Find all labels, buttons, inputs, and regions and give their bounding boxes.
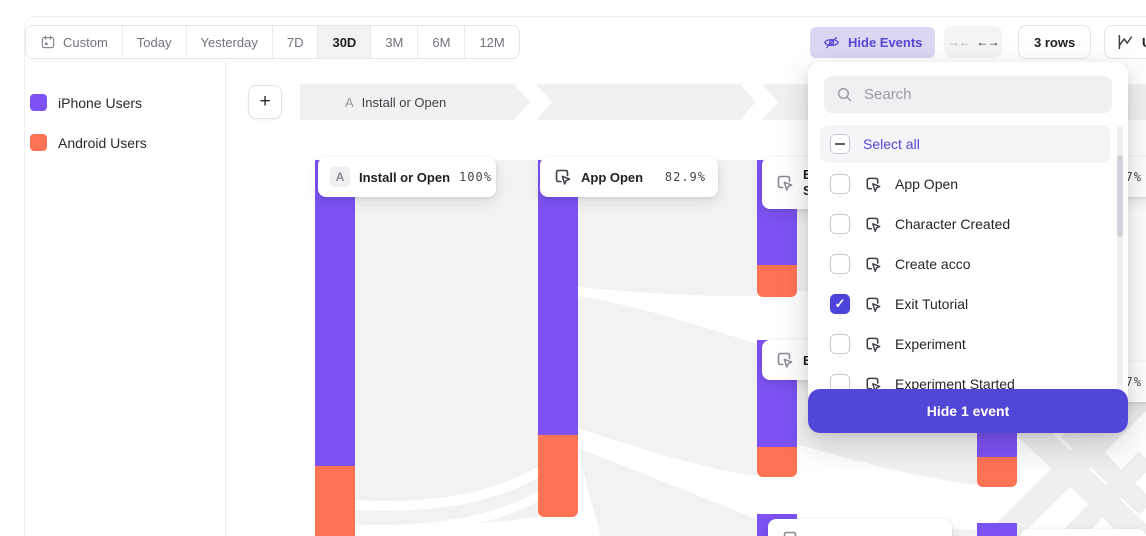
date-range-30d[interactable]: 30D (318, 26, 372, 58)
rows-button[interactable]: 3 rows (1018, 25, 1092, 59)
event-option-label: App Open (895, 176, 959, 192)
select-all-checkbox[interactable] (830, 134, 850, 154)
dropdown-scrollbar-track (1117, 126, 1123, 394)
bar-step4c-iphone (977, 523, 1017, 536)
step-card-name: Install or Open (359, 169, 451, 185)
date-range-label: 30D (332, 34, 357, 50)
funnel-step-segment-2[interactable] (536, 84, 756, 120)
date-range-3m[interactable]: 3M (371, 26, 419, 58)
step-card-value: 82.9% (664, 170, 706, 184)
date-range-custom[interactable]: Custom (26, 26, 123, 58)
date-range-label: Custom (63, 34, 108, 50)
select-all-label: Select all (863, 136, 920, 152)
hide-selected-events-button[interactable]: Hide 1 event (808, 389, 1128, 433)
date-range-group: Custom Today Yesterday 7D 30D 3M 6M 12M (25, 25, 520, 59)
search-icon (836, 86, 853, 103)
funnel-step-segment-1[interactable]: A Install or Open (300, 84, 530, 120)
event-option-create-acco[interactable]: Create acco (820, 244, 1116, 284)
vertical-divider (225, 62, 226, 536)
chart-view-button[interactable]: U (1104, 25, 1146, 59)
step-card-bottom-right[interactable] (1020, 529, 1146, 536)
hide-events-dropdown: Select all App Open Character Created Cr… (808, 62, 1128, 433)
bar-step4b-android (977, 457, 1017, 487)
event-options-list: App Open Character Created Create acco E… (820, 164, 1116, 416)
checkbox-unchecked[interactable] (830, 214, 850, 234)
hide-events-label: Hide Events (848, 35, 923, 50)
bar-step3a-android (757, 265, 797, 297)
date-range-today[interactable]: Today (122, 26, 187, 58)
date-range-yesterday[interactable]: Yesterday (186, 26, 273, 58)
date-range-label: 7D (286, 34, 304, 50)
rows-label: 3 rows (1034, 34, 1076, 50)
add-step-button[interactable]: + (248, 85, 282, 119)
date-range-7d[interactable]: 7D (272, 26, 319, 58)
checkbox-unchecked[interactable] (830, 254, 850, 274)
date-range-label: 3M (385, 34, 404, 50)
legend-label: Android Users (58, 134, 147, 151)
eye-off-icon (823, 34, 840, 51)
search-box (824, 76, 1112, 113)
panel-border (24, 16, 1146, 536)
step-card-app-open[interactable]: App Open 82.9% (540, 157, 718, 197)
date-range-12m[interactable]: 12M (465, 26, 519, 58)
step-card-value: 100% (459, 170, 492, 184)
step-card-name: App Open (581, 169, 644, 185)
click-event-icon (863, 295, 882, 314)
event-option-app-open[interactable]: App Open (820, 164, 1116, 204)
event-option-label: Exit Tutorial (895, 296, 969, 312)
letter-a-badge-icon: A (330, 167, 350, 187)
click-event-icon (774, 350, 794, 370)
bar-step3b-android (757, 447, 797, 477)
step-card-install-or-open[interactable]: A Install or Open 100% (318, 157, 496, 197)
checkbox-unchecked[interactable] (830, 334, 850, 354)
expand-columns-icon[interactable]: ←→ (976, 35, 1000, 49)
bar-step2-iphone (538, 160, 578, 435)
event-option-exit-tutorial[interactable]: Exit Tutorial (820, 284, 1116, 324)
checkbox-checked[interactable] (830, 294, 850, 314)
click-event-icon (863, 215, 882, 234)
click-event-icon (863, 335, 882, 354)
event-option-label: Experiment (895, 336, 966, 352)
click-event-icon (863, 175, 882, 194)
event-option-experiment[interactable]: Experiment (820, 324, 1116, 364)
date-range-label: 6M (432, 34, 451, 50)
dropdown-scrollbar-thumb[interactable] (1117, 155, 1123, 237)
checkbox-unchecked[interactable] (830, 174, 850, 194)
date-range-label: Yesterday (200, 34, 258, 50)
step-card-bottom-left[interactable] (768, 519, 952, 536)
legend-item-android-users[interactable]: Android Users (30, 134, 147, 151)
hide-events-button[interactable]: Hide Events (810, 27, 936, 58)
collapse-columns-icon[interactable]: →← (947, 35, 971, 49)
click-event-icon (774, 173, 794, 193)
column-width-toggle: →← ←→ (944, 26, 1002, 58)
date-range-6m[interactable]: 6M (418, 26, 466, 58)
event-option-character-created[interactable]: Character Created (820, 204, 1116, 244)
legend-swatch-orange (30, 134, 47, 151)
legend-label: iPhone Users (58, 94, 143, 111)
event-option-label: Create acco (895, 256, 971, 272)
select-all-row[interactable]: Select all (820, 125, 1110, 163)
date-range-label: Today (136, 34, 172, 50)
click-event-icon (780, 529, 800, 536)
legend-swatch-purple (30, 94, 47, 111)
chart-view-label: U (1142, 35, 1146, 50)
click-event-icon (552, 167, 572, 187)
step-label: Install or Open (361, 94, 447, 110)
search-input[interactable] (864, 86, 1100, 103)
trend-chart-icon (1116, 33, 1134, 51)
date-range-label: 12M (479, 34, 505, 50)
click-event-icon (863, 255, 882, 274)
bar-step1-android (315, 466, 355, 536)
calendar-icon (40, 34, 56, 50)
step-prefix: A (345, 94, 354, 110)
legend-item-iphone-users[interactable]: iPhone Users (30, 94, 142, 111)
bar-step1-iphone (315, 160, 355, 466)
event-option-label: Character Created (895, 216, 1011, 232)
bar-step2-android (538, 435, 578, 517)
